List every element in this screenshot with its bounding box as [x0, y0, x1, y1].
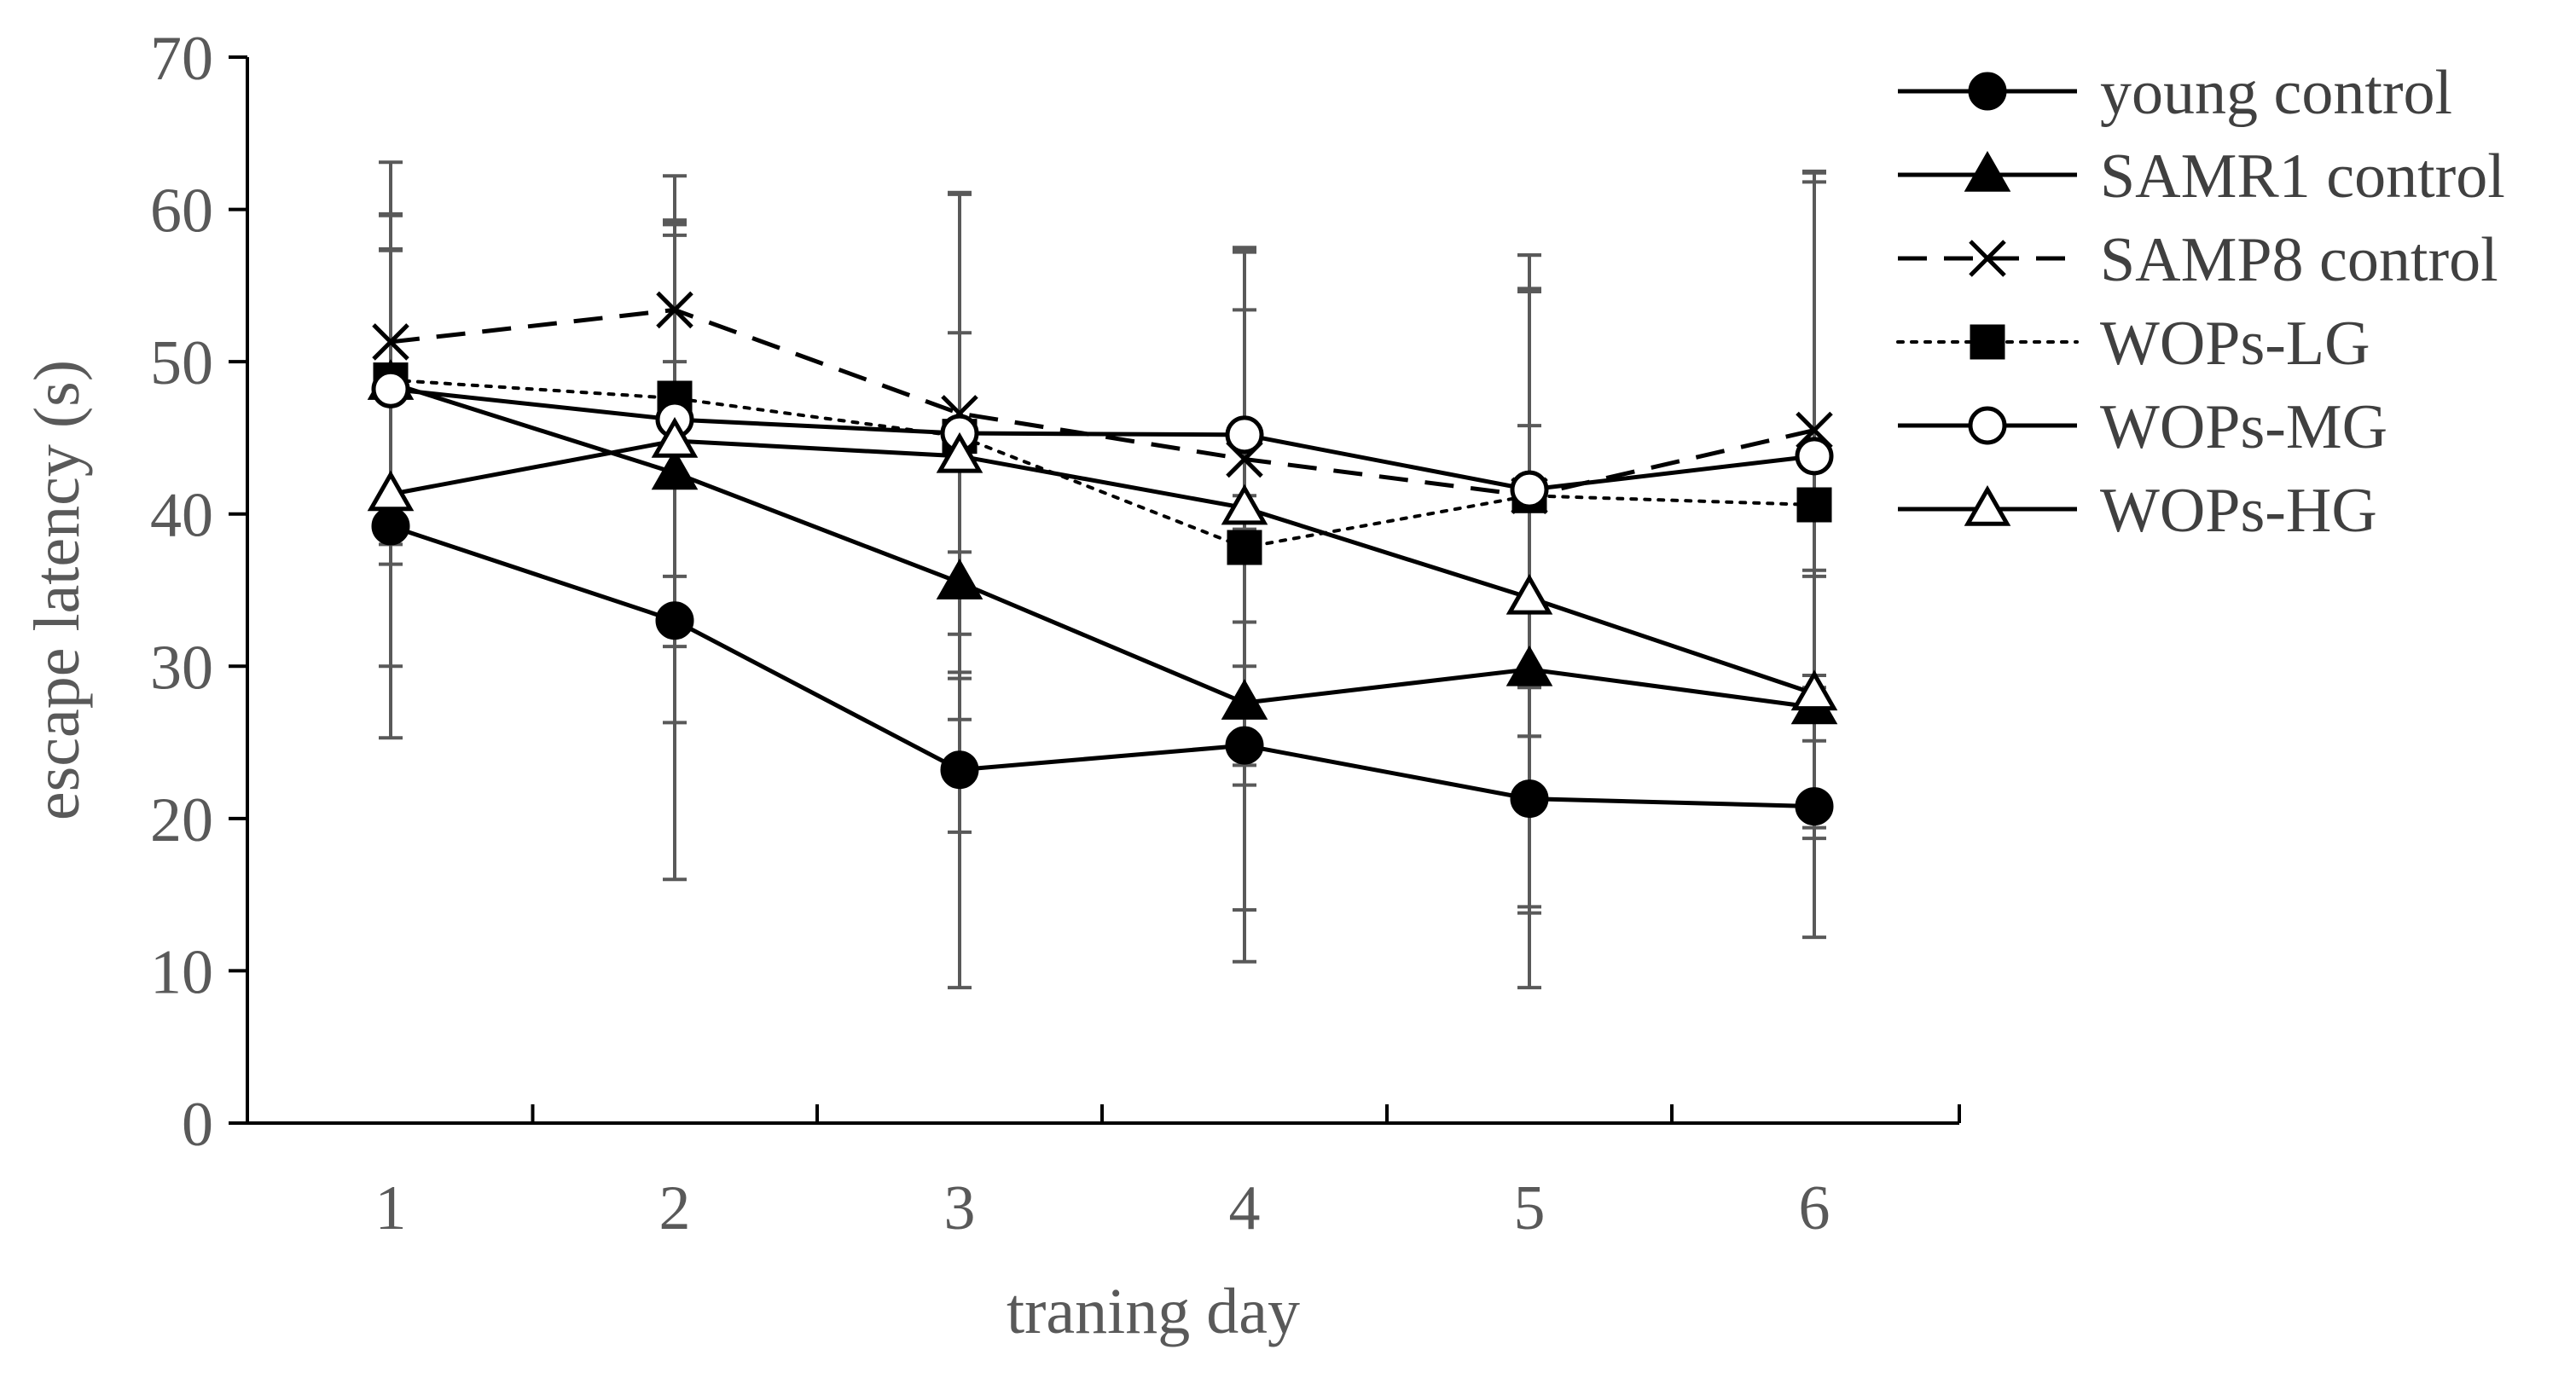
- y-tick-label: 0: [182, 1090, 213, 1160]
- series-line-samr1-control: [390, 380, 1815, 709]
- x-ticks-layer: 1 2 3 4 5 6: [375, 1104, 1961, 1243]
- series-line-wops-hg: [390, 438, 1815, 696]
- y-tick-label: 40: [150, 481, 213, 551]
- legend-marker: [1968, 72, 2007, 111]
- x-tick-label: 5: [1514, 1173, 1546, 1243]
- point-wops-hg: [1506, 573, 1553, 615]
- legend-marker: [1968, 406, 2007, 445]
- point-wops-mg: [1225, 415, 1264, 455]
- legend-label: WOPs-MG: [2100, 392, 2387, 462]
- legend-item-young-control: young control: [1898, 58, 2452, 128]
- point-samr1-control: [1221, 679, 1268, 720]
- error-bars-layer: [379, 160, 1826, 990]
- point-wops-hg: [651, 416, 699, 458]
- point-wops-mg: [371, 369, 410, 408]
- point-young-control: [1510, 779, 1549, 819]
- point-samp8-control: [656, 291, 693, 329]
- point-samr1-control: [651, 449, 699, 490]
- legend-label: WOPs-LG: [2100, 309, 2370, 379]
- series-line-young-control: [390, 524, 1815, 809]
- point-samp8-control: [372, 323, 409, 361]
- y-axis-title: escape latency (s): [21, 360, 93, 820]
- x-tick-label: 6: [1799, 1173, 1830, 1243]
- y-tick-label: 20: [150, 785, 213, 855]
- y-tick-label: 60: [150, 177, 213, 246]
- x-tick-label: 1: [375, 1173, 407, 1243]
- legend-label: SAMP8 control: [2100, 225, 2498, 295]
- y-tick-label: 30: [150, 633, 213, 703]
- point-young-control: [655, 601, 694, 640]
- series-line-wops-lg: [389, 378, 1816, 550]
- point-wops-hg: [936, 431, 983, 473]
- legend-marker: [1969, 240, 2006, 277]
- point-young-control: [371, 507, 410, 546]
- legend-label: young control: [2100, 58, 2452, 128]
- legend-item-wops-hg: WOPs-HG: [1898, 476, 2377, 546]
- x-tick-label: 3: [944, 1173, 976, 1243]
- legend-item-samr1-control: SAMR1 control: [1898, 142, 2505, 211]
- series-line-samp8-control: [390, 307, 1815, 498]
- legend-marker: [1964, 150, 2011, 192]
- point-wops-lg: [1227, 530, 1262, 565]
- legend: young control SAMR1 control SAMP8 control W…: [1896, 58, 2505, 546]
- y-ticks-layer: 0 10 20 30 40 50 60 70: [150, 24, 247, 1160]
- point-samr1-control: [1506, 645, 1553, 686]
- legend-item-wops-lg: WOPs-LG: [1896, 309, 2370, 379]
- point-young-control: [940, 750, 979, 790]
- point-wops-hg: [1790, 669, 1838, 711]
- axes-layer: [246, 57, 1959, 1125]
- x-axis-title: traning day: [1007, 1276, 1300, 1347]
- legend-marker: [1964, 484, 2011, 526]
- point-wops-mg: [1795, 437, 1834, 476]
- legend-item-wops-mg: WOPs-MG: [1898, 392, 2387, 462]
- point-wops-hg: [367, 470, 415, 512]
- y-tick-label: 10: [150, 937, 213, 1007]
- y-tick-label: 70: [150, 24, 213, 94]
- x-tick-label: 4: [1229, 1173, 1261, 1243]
- legend-label: WOPs-HG: [2100, 476, 2377, 546]
- point-wops-hg: [1221, 484, 1268, 525]
- point-young-control: [1225, 726, 1264, 765]
- point-wops-lg: [1796, 487, 1832, 523]
- legend-item-samp8-control: SAMP8 control: [1898, 225, 2498, 295]
- series-markers-layer: [367, 291, 1838, 826]
- point-wops-mg: [1510, 470, 1549, 509]
- point-samr1-control: [936, 559, 983, 599]
- legend-marker: [1970, 324, 2005, 360]
- legend-label: SAMR1 control: [2100, 142, 2505, 211]
- y-tick-label: 50: [150, 328, 213, 398]
- point-young-control: [1795, 787, 1834, 826]
- series-lines-layer: [389, 307, 1816, 809]
- series-line-wops-mg: [390, 386, 1815, 492]
- x-tick-label: 2: [659, 1173, 691, 1243]
